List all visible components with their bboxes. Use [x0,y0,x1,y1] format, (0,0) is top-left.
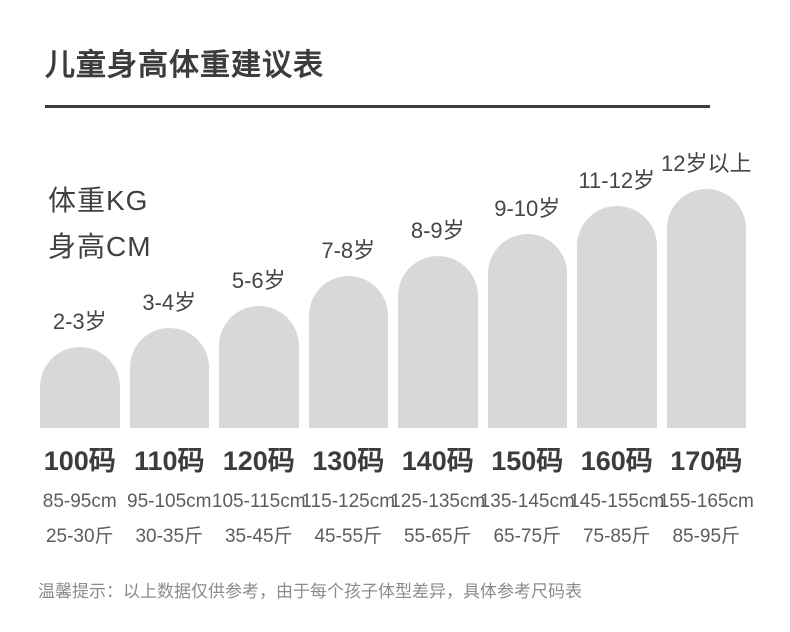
height-range-label: 105-115cm [211,491,306,512]
weight-range-label: 75-85斤 [582,526,651,547]
height-range-label: 85-95cm [42,491,117,512]
size-bar [308,276,388,428]
bar-area: 5-6岁 [219,151,299,428]
size-bar [129,328,209,428]
height-range-label: 125-135cm [390,491,486,512]
age-label: 8-9岁 [410,218,465,243]
chart-column: 9-10岁 150码 135-145cm 65-75斤 [480,151,575,549]
bar-area: 11-12岁 [577,151,657,428]
page-title: 儿童身高体重建议表 [45,49,324,82]
height-range-label: 155-165cm [658,491,754,512]
chart-column: 11-12岁 160码 145-155cm 75-85斤 [569,151,664,549]
height-range-label: 145-155cm [569,491,665,512]
size-label: 110码 [133,446,205,476]
weight-range-label: 55-65斤 [403,526,472,547]
chart-column: 5-6岁 120码 105-115cm 35-45斤 [212,151,306,549]
axis-legend: 体重KG 身高CM [48,178,152,270]
size-label: 160码 [580,446,653,476]
height-range-label: 135-145cm [479,491,575,512]
size-label: 130码 [312,446,385,476]
height-range-label: 115-125cm [301,491,396,512]
size-bar [40,347,120,428]
bar-area: 9-10岁 [487,151,567,428]
weight-range-label: 45-55斤 [314,526,383,547]
age-label: 5-6岁 [231,268,286,293]
bar-area: 8-9岁 [398,151,478,428]
age-label: 11-12岁 [578,168,656,193]
header: 儿童身高体重建议表 [0,0,790,108]
weight-range-label: 35-45斤 [224,526,293,547]
size-label: 170码 [670,446,743,476]
title-underline [45,105,710,108]
weight-range-label: 25-30斤 [45,526,114,547]
chart-column: 7-8岁 130码 115-125cm 45-55斤 [301,151,395,549]
weight-axis-label: 体重KG [48,185,149,216]
size-bar [487,234,567,428]
chart-column: 8-9岁 140码 125-135cm 55-65斤 [390,151,485,549]
chart-columns: 2-3岁 100码 85-95cm 25-30斤 3-4岁 110码 95-10… [0,151,790,549]
size-bar [398,256,478,428]
age-label: 3-4岁 [142,290,197,315]
chart-column: 2-3岁 100码 85-95cm 25-30斤 [40,151,120,549]
age-label: 7-8岁 [321,238,376,263]
weight-range-label: 30-35斤 [135,526,204,547]
size-label: 100码 [43,446,116,476]
bar-area: 3-4岁 [129,151,209,428]
chart-column: 3-4岁 110码 95-105cm 30-35斤 [127,151,212,549]
age-label: 9-10岁 [494,196,561,221]
size-label: 120码 [222,446,295,476]
bar-area: 7-8岁 [308,151,388,428]
size-bar [577,206,657,428]
size-bar [666,189,746,428]
weight-range-label: 65-75斤 [493,526,562,547]
height-axis-label: 身高CM [48,231,152,262]
height-range-label: 95-105cm [127,491,212,512]
age-label: 2-3岁 [52,309,107,334]
age-label: 12岁以上 [661,151,752,176]
disclaimer-note: 温馨提示：以上数据仅供参考，由于每个孩子体型差异，具体参考尺码表 [38,582,582,601]
chart-column: 12岁以上 170码 155-165cm 85-95斤 [659,151,754,549]
size-label: 140码 [401,446,474,476]
size-chart: 体重KG 身高CM 2-3岁 100码 85-95cm 25-30斤 3-4岁 … [0,151,790,549]
size-label: 150码 [491,446,564,476]
size-bar [219,306,299,428]
bar-area: 12岁以上 [661,151,752,428]
bar-area: 2-3岁 [40,151,120,428]
weight-range-label: 85-95斤 [672,526,741,547]
